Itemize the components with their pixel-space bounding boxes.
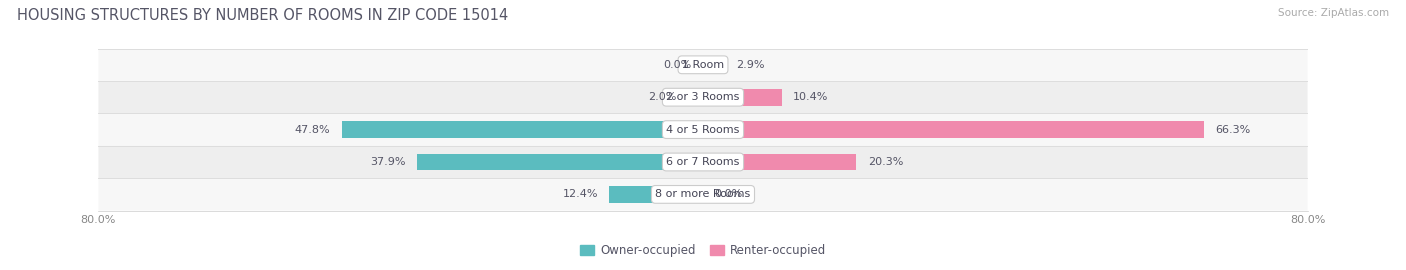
Bar <box>416 154 703 170</box>
Text: 8 or more Rooms: 8 or more Rooms <box>655 189 751 200</box>
FancyBboxPatch shape <box>98 81 1308 113</box>
Text: Source: ZipAtlas.com: Source: ZipAtlas.com <box>1278 8 1389 18</box>
FancyBboxPatch shape <box>98 146 1308 178</box>
Text: 6 or 7 Rooms: 6 or 7 Rooms <box>666 157 740 167</box>
Bar <box>342 121 703 138</box>
Text: 2 or 3 Rooms: 2 or 3 Rooms <box>666 92 740 102</box>
Legend: Owner-occupied, Renter-occupied: Owner-occupied, Renter-occupied <box>575 239 831 261</box>
Text: 10.4%: 10.4% <box>793 92 828 102</box>
Text: 1 Room: 1 Room <box>682 60 724 70</box>
Text: 47.8%: 47.8% <box>295 124 330 135</box>
Text: 37.9%: 37.9% <box>370 157 405 167</box>
Text: 2.0%: 2.0% <box>648 92 676 102</box>
Bar <box>688 89 703 106</box>
Text: 0.0%: 0.0% <box>664 60 692 70</box>
Bar <box>703 56 725 73</box>
FancyBboxPatch shape <box>98 178 1308 211</box>
Bar <box>609 186 703 203</box>
Text: 12.4%: 12.4% <box>562 189 598 200</box>
FancyBboxPatch shape <box>98 49 1308 81</box>
Text: 4 or 5 Rooms: 4 or 5 Rooms <box>666 124 740 135</box>
FancyBboxPatch shape <box>98 113 1308 146</box>
Bar <box>703 89 782 106</box>
Text: 2.9%: 2.9% <box>737 60 765 70</box>
Text: 0.0%: 0.0% <box>714 189 742 200</box>
Text: HOUSING STRUCTURES BY NUMBER OF ROOMS IN ZIP CODE 15014: HOUSING STRUCTURES BY NUMBER OF ROOMS IN… <box>17 8 508 23</box>
Bar <box>703 121 1204 138</box>
Text: 20.3%: 20.3% <box>868 157 903 167</box>
Bar <box>703 154 856 170</box>
Text: 66.3%: 66.3% <box>1215 124 1250 135</box>
